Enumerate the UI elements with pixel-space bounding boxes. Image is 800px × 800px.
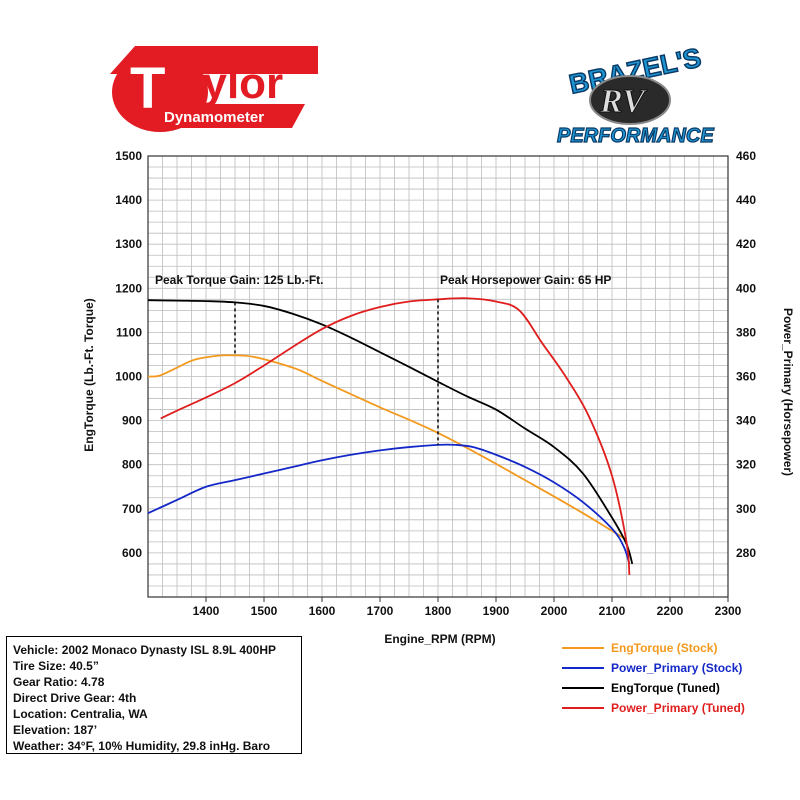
svg-text:PERFORMANCE: PERFORMANCE <box>557 125 714 147</box>
x-tick-label: 1700 <box>367 604 394 618</box>
x-tick-label: 2100 <box>599 604 626 618</box>
y-tick-label: 700 <box>122 502 142 516</box>
info-location: Location: Centralia, WA <box>13 707 148 721</box>
y2-tick-label: 280 <box>736 546 756 560</box>
info-tire-size: Tire Size: 40.5” <box>13 659 99 673</box>
tick-labels: 1400 1500 1600 1700 1800 1900 2000 2100 2200 2300… <box>115 149 756 618</box>
y2-tick-label: 400 <box>736 281 756 295</box>
brazels-rv-performance-logo: BRAZEL'S RV PERFORMANCE <box>556 42 715 148</box>
x-tick-label: 1400 <box>193 604 220 618</box>
info-weather: Weather: 34°F, 10% Humidity, 29.8 inHg. … <box>13 739 271 753</box>
y2-axis-title: Power_Primary (Horsepower) <box>781 308 795 476</box>
x-tick-label: 2000 <box>541 604 568 618</box>
legend: EngTorque (Stock) Power_Primary (Stock) En… <box>562 641 745 715</box>
info-vehicle: Vehicle: 2002 Monaco Dynasty ISL 8.9L 40… <box>13 643 277 657</box>
x-tick-label: 2200 <box>657 604 684 618</box>
info-gear-ratio: Gear Ratio: 4.78 <box>13 675 105 689</box>
y2-tick-label: 360 <box>736 370 756 384</box>
svg-text:aylor: aylor <box>178 59 283 108</box>
y2-tick-label: 320 <box>736 458 756 472</box>
y2-tick-label: 440 <box>736 193 756 207</box>
x-tick-label: 2300 <box>715 604 742 618</box>
y2-tick-label: 340 <box>736 414 756 428</box>
y-tick-label: 1000 <box>115 370 142 384</box>
x-axis-title: Engine_RPM (RPM) <box>384 632 495 646</box>
y-tick-label: 1500 <box>115 149 142 163</box>
legend-label-0: EngTorque (Stock) <box>611 641 717 655</box>
vehicle-info-box: Vehicle: 2002 Monaco Dynasty ISL 8.9L 40… <box>6 636 302 754</box>
y2-tick-label: 460 <box>736 149 756 163</box>
y-tick-label: 1300 <box>115 237 142 251</box>
grid-lines <box>148 156 728 597</box>
info-direct-drive: Direct Drive Gear: 4th <box>13 691 137 705</box>
y-tick-label: 1100 <box>116 325 142 339</box>
info-elevation: Elevation: 187’ <box>13 723 98 737</box>
y2-tick-label: 300 <box>736 502 756 516</box>
peak-torque-gain-label: Peak Torque Gain: 125 Lb.-Ft. <box>155 273 323 287</box>
svg-text:RV: RV <box>599 83 647 120</box>
x-tick-label: 1800 <box>425 604 452 618</box>
legend-label-2: EngTorque (Tuned) <box>611 681 720 695</box>
y-tick-label: 600 <box>122 546 142 560</box>
series-line-0 <box>147 354 627 541</box>
x-tick-label: 1600 <box>309 604 336 618</box>
taylor-dynamometer-logo: T aylor Dynamometer <box>110 46 318 132</box>
x-tick-label: 1500 <box>251 604 278 618</box>
annotations: Peak Torque Gain: 125 Lb.-Ft. Peak Horsep… <box>155 273 611 445</box>
y-axis-title: EngTorque (Lb.-Ft. Torque) <box>82 298 96 452</box>
series-line-3 <box>160 297 631 576</box>
y2-tick-label: 380 <box>736 325 756 339</box>
y-tick-label: 800 <box>122 458 142 472</box>
legend-label-1: Power_Primary (Stock) <box>611 661 742 675</box>
y-tick-label: 1200 <box>115 281 142 295</box>
series-lines <box>147 297 634 576</box>
peak-horsepower-gain-label: Peak Horsepower Gain: 65 HP <box>440 273 611 287</box>
x-tick-label: 1900 <box>483 604 510 618</box>
series-line-1 <box>147 443 631 565</box>
legend-label-3: Power_Primary (Tuned) <box>611 701 745 715</box>
y-tick-label: 1400 <box>115 193 142 207</box>
svg-text:Dynamometer: Dynamometer <box>164 109 264 126</box>
y-tick-label: 900 <box>122 414 142 428</box>
y2-tick-label: 420 <box>736 237 756 251</box>
